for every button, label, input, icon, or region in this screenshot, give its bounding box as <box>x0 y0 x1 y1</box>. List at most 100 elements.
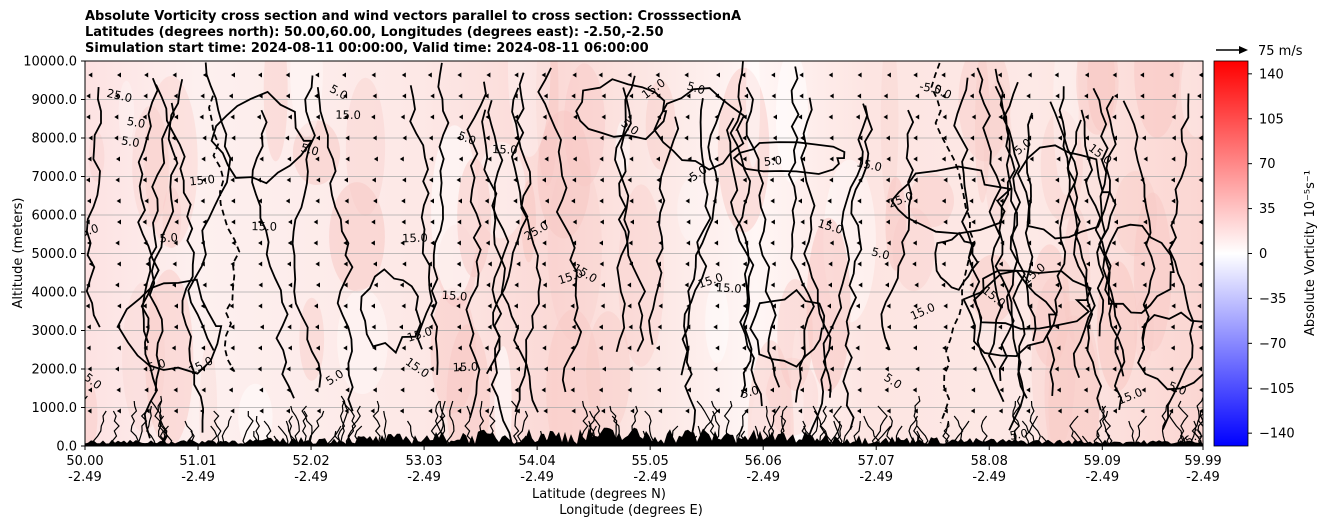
wind-vector <box>998 345 1002 351</box>
wind-vector <box>1054 366 1059 372</box>
wind-vector <box>88 261 93 267</box>
colorbar-tick-label: −140 <box>1259 427 1295 442</box>
wind-vector <box>399 324 403 330</box>
ground-contour <box>301 405 314 446</box>
ground-contour <box>253 430 263 446</box>
x-tick-label-lat: 58.08 <box>971 454 1008 469</box>
wind-vector <box>1027 135 1032 141</box>
wind-vector <box>485 135 490 141</box>
wind-vector <box>344 177 348 183</box>
wind-vector <box>628 240 633 246</box>
wind-vector <box>828 114 833 120</box>
wind-vector <box>998 114 1003 120</box>
wind-vector <box>142 303 147 309</box>
ground-contour <box>1010 400 1020 446</box>
wind-vector <box>998 408 1003 414</box>
vorticity-patch <box>775 61 809 183</box>
wind-vector <box>1199 408 1203 414</box>
wind-vector <box>115 177 120 183</box>
ground-contour <box>435 400 446 446</box>
wind-vector <box>514 387 519 393</box>
ground-contour <box>136 405 150 446</box>
wind-vector <box>145 408 150 414</box>
wind-vector <box>371 219 376 225</box>
contour-line <box>648 116 680 345</box>
wind-vector <box>999 387 1004 393</box>
wind-vector <box>315 198 320 204</box>
vorticity-patch <box>145 269 194 446</box>
wind-vector <box>715 135 720 141</box>
wind-vector <box>370 240 375 246</box>
contour-label: 5.0 <box>1009 426 1029 443</box>
wind-vector <box>200 261 205 267</box>
wind-vector <box>430 240 435 246</box>
wind-vector <box>1027 366 1032 372</box>
x-tick-label-lat: 54.04 <box>519 454 556 469</box>
wind-vector <box>544 198 549 204</box>
wind-vector <box>942 345 947 351</box>
ground-contour <box>833 420 843 446</box>
ground-contour <box>1081 435 1091 446</box>
contour-line <box>880 109 915 351</box>
wind-vector <box>686 387 691 393</box>
wind-vector <box>714 156 719 162</box>
wind-vector <box>457 366 462 372</box>
wind-vector <box>542 240 547 246</box>
wind-vector <box>885 219 890 225</box>
wind-vector <box>800 135 805 141</box>
wind-vector <box>145 324 150 330</box>
vorticity-patch <box>909 173 954 228</box>
contour-label: 15.0 <box>855 155 883 174</box>
wind-vector <box>627 72 632 78</box>
wind-vector <box>514 324 519 330</box>
wind-vector <box>259 387 264 393</box>
x-tick-label-lat: 53.03 <box>405 454 442 469</box>
ground-contour <box>325 430 337 446</box>
ground-contour <box>1101 405 1112 446</box>
ground-contour <box>1029 400 1041 446</box>
ground-contour <box>801 420 807 446</box>
wind-vector <box>715 345 720 351</box>
wind-vector <box>857 156 862 162</box>
ground-contour <box>1177 400 1189 446</box>
wind-vector <box>656 282 661 288</box>
contour-line <box>208 95 241 373</box>
wind-vector <box>573 114 578 120</box>
ground-contour <box>464 405 475 446</box>
wind-vector <box>997 72 1002 78</box>
wind-vector <box>856 324 861 330</box>
ground-contour <box>242 411 254 446</box>
wind-vector <box>1197 303 1202 309</box>
wind-vector <box>628 135 633 141</box>
wind-vector <box>142 114 147 120</box>
vorticity-patch <box>975 61 990 203</box>
wind-vector <box>800 282 805 288</box>
wind-vector <box>885 345 889 351</box>
x-axis-label-latitude: Latitude (degrees N) <box>532 487 666 502</box>
wind-vector <box>828 408 833 414</box>
wind-vector <box>829 177 834 183</box>
wind-vector <box>627 303 632 309</box>
contour-line <box>511 87 542 413</box>
wind-vector <box>230 408 235 414</box>
contour-label: 5.0 <box>299 140 320 158</box>
wind-vector <box>316 282 320 288</box>
wind-vector <box>912 261 917 267</box>
wind-vector <box>886 156 891 162</box>
wind-vector <box>1026 324 1031 330</box>
wind-vector <box>200 240 205 246</box>
wind-vector <box>343 93 348 99</box>
wind-vector <box>656 177 661 183</box>
contour-line <box>155 84 205 433</box>
vorticity-patch <box>536 61 559 186</box>
wind-vector <box>200 324 205 330</box>
wind-vector <box>285 198 290 204</box>
wind-vector <box>827 303 831 309</box>
contour-label: 15.0 <box>716 280 743 296</box>
wind-vector <box>629 261 633 267</box>
wind-vector <box>1056 387 1061 393</box>
wind-vector <box>486 282 491 288</box>
quiver-key-label: 75 m/s <box>1258 44 1303 59</box>
wind-vector <box>1170 177 1175 183</box>
